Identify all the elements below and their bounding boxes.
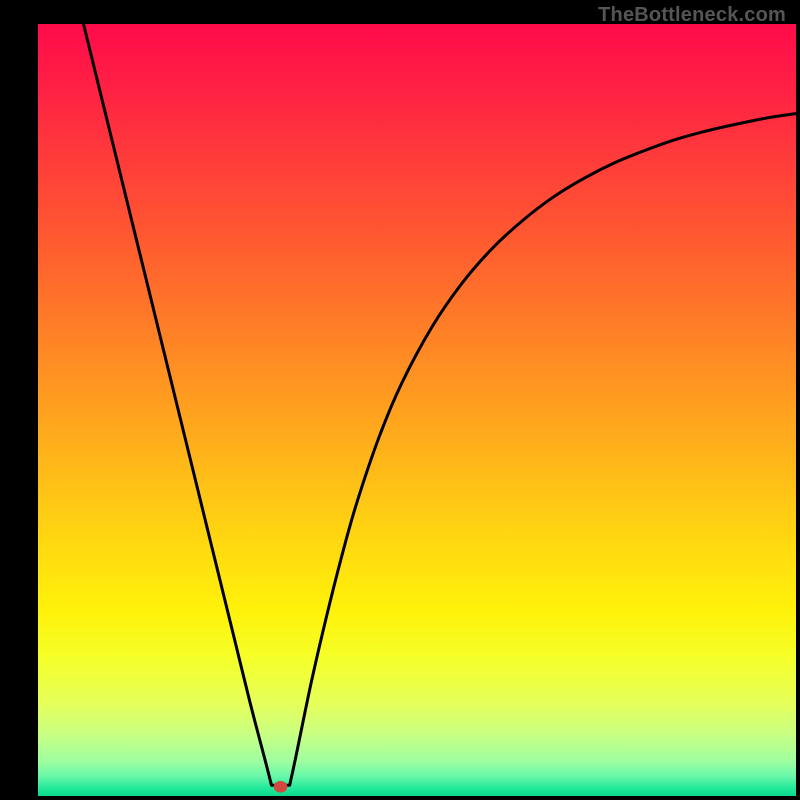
chart-container: TheBottleneck.com	[0, 0, 800, 800]
frame-border	[0, 0, 38, 800]
watermark-text: TheBottleneck.com	[598, 4, 786, 27]
optimum-marker	[274, 781, 288, 793]
bottleneck-chart	[0, 0, 800, 800]
frame-border	[0, 796, 800, 800]
frame-border	[796, 0, 800, 800]
gradient-background	[38, 24, 796, 796]
